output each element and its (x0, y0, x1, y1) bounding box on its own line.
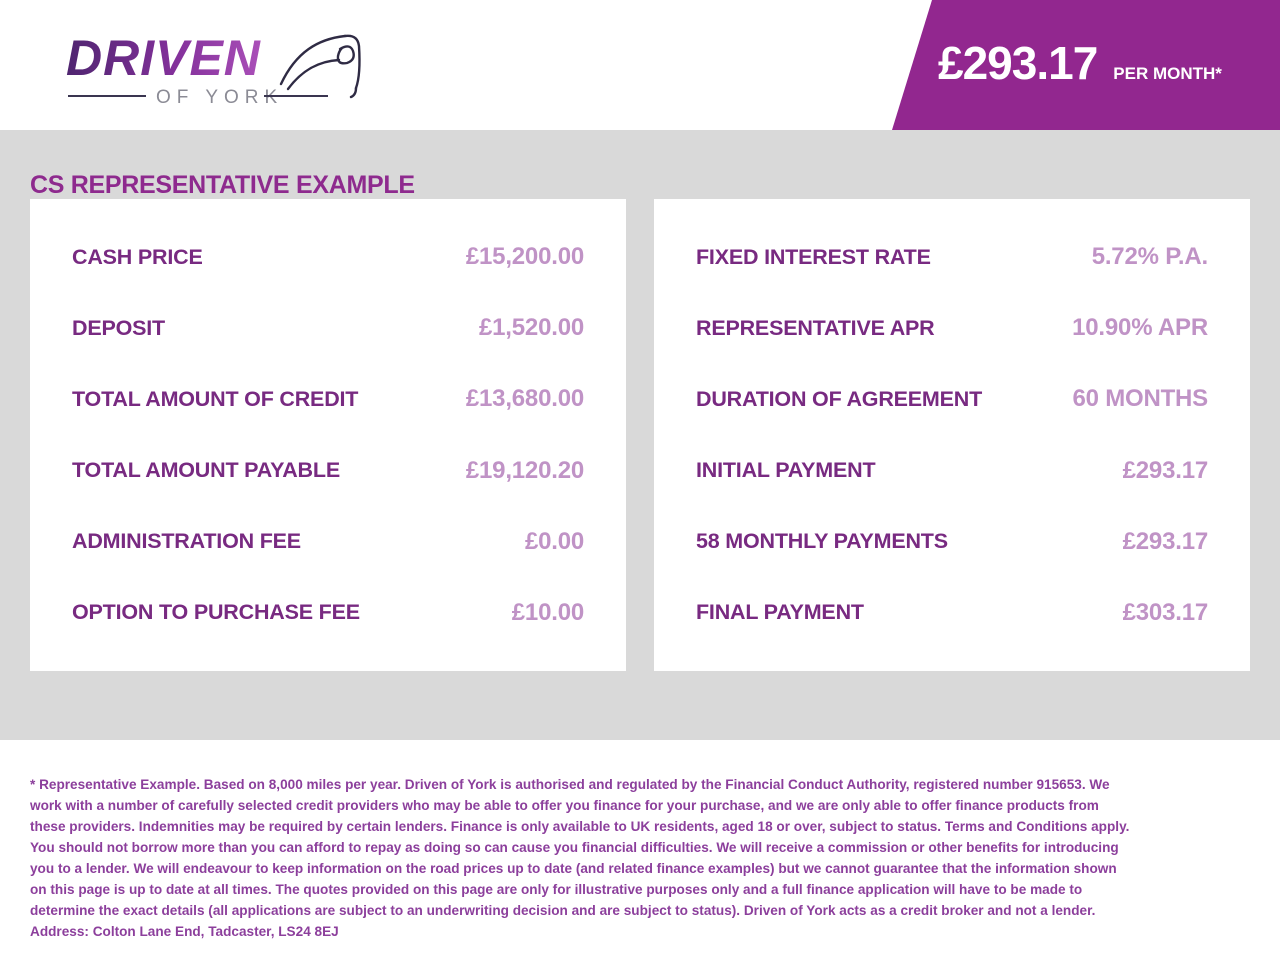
finance-row: DEPOSIT £1,520.00 (72, 314, 584, 342)
finance-row: FIXED INTEREST RATE 5.72% P.A. (696, 243, 1208, 271)
finance-row-label: FINAL PAYMENT (696, 600, 864, 625)
logo-tagline-text: OF YORK (156, 87, 283, 108)
dealer-logo: DRIVEN OF YORK (66, 30, 361, 108)
finance-row-label: CASH PRICE (72, 244, 203, 269)
finance-row-value: £293.17 (1122, 456, 1209, 484)
finance-row-value: £1,520.00 (479, 314, 584, 342)
finance-row-value: £303.17 (1122, 598, 1209, 626)
finance-row: INITIAL PAYMENT £293.17 (696, 457, 1208, 485)
finance-row: OPTION TO PURCHASE FEE £10.00 (72, 599, 584, 627)
finance-row-value: £19,120.20 (465, 456, 584, 484)
finance-row: TOTAL AMOUNT PAYABLE £19,120.20 (72, 457, 584, 485)
footer: * Representative Example. Based on 8,000… (0, 740, 1280, 960)
finance-row: FINAL PAYMENT £303.17 (696, 599, 1208, 627)
page-title: CS REPRESENTATIVE EXAMPLE (30, 171, 415, 199)
finance-row-label: INITIAL PAYMENT (696, 458, 876, 483)
representative-example-section: CS REPRESENTATIVE EXAMPLE CASH PRICE £15… (0, 130, 1280, 740)
finance-row-value: £15,200.00 (465, 243, 584, 270)
finance-row: ADMINISTRATION FEE £0.00 (72, 528, 584, 556)
monthly-price-banner: £293.17 PER MONTH* (892, 0, 1280, 130)
finance-row: CASH PRICE £15,200.00 (72, 243, 584, 271)
logo-brand-text: DRIVEN (66, 30, 261, 86)
finance-row-label: TOTAL AMOUNT PAYABLE (72, 458, 340, 483)
legal-disclaimer: * Representative Example. Based on 8,000… (30, 777, 1130, 940)
finance-row-label: OPTION TO PURCHASE FEE (72, 600, 360, 625)
finance-row: 58 MONTHLY PAYMENTS £293.17 (696, 528, 1208, 556)
logo-tagline-group: OF YORK (68, 87, 328, 108)
car-outline-icon (279, 34, 361, 99)
monthly-price: £293.17 PER MONTH* (938, 36, 1222, 90)
finance-row-label: REPRESENTATIVE APR (696, 315, 935, 340)
finance-row-value: 60 MONTHS (1072, 385, 1208, 413)
finance-row-label: DEPOSIT (72, 315, 165, 340)
finance-row-label: FIXED INTEREST RATE (696, 244, 931, 269)
finance-card-amounts: CASH PRICE £15,200.00 DEPOSIT £1,520.00 … (30, 199, 626, 671)
finance-row: REPRESENTATIVE APR 10.90% APR (696, 314, 1208, 342)
finance-row-value: £0.00 (524, 527, 584, 555)
finance-row-value: 5.72% P.A. (1091, 243, 1209, 270)
header: DRIVEN OF YORK £293.17 PER MONTH* (0, 0, 1280, 130)
finance-row: DURATION OF AGREEMENT 60 MONTHS (696, 385, 1208, 413)
monthly-price-period: PER MONTH* (1113, 63, 1222, 83)
finance-row-label: DURATION OF AGREEMENT (696, 386, 983, 411)
monthly-price-amount: £293.17 (938, 36, 1098, 89)
finance-row: TOTAL AMOUNT OF CREDIT £13,680.00 (72, 385, 584, 413)
finance-row-value: £13,680.00 (465, 385, 584, 413)
finance-card-terms: FIXED INTEREST RATE 5.72% P.A. REPRESENT… (654, 199, 1250, 671)
finance-row-label: 58 MONTHLY PAYMENTS (696, 529, 948, 554)
finance-row-label: ADMINISTRATION FEE (72, 529, 301, 554)
finance-row-label: TOTAL AMOUNT OF CREDIT (72, 386, 359, 411)
finance-row-value: £293.17 (1122, 527, 1209, 555)
finance-row-value: £10.00 (511, 598, 584, 626)
finance-cards: CASH PRICE £15,200.00 DEPOSIT £1,520.00 … (30, 199, 1250, 671)
finance-row-value: 10.90% APR (1072, 314, 1208, 342)
